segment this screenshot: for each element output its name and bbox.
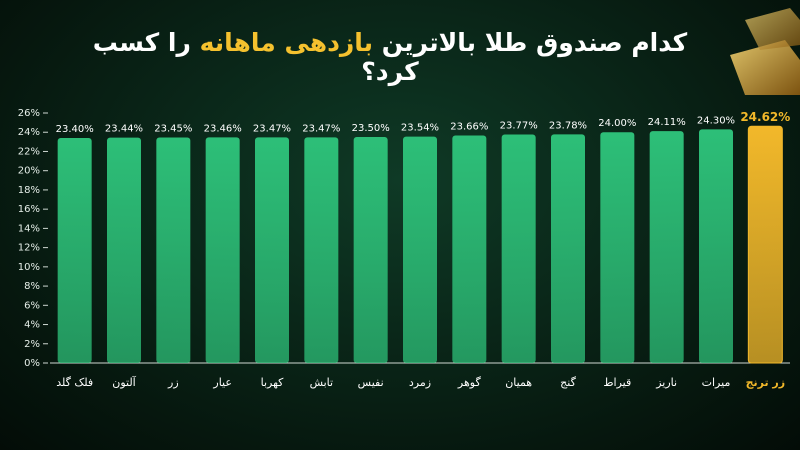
bar [353, 137, 388, 363]
bar [57, 138, 92, 363]
x-tick-label: زر ترنج [746, 376, 786, 389]
value-label: 23.47% [302, 123, 340, 134]
title-part: را کسب کرد؟ [92, 28, 419, 86]
chart-title: کدام صندوق طلا بالاترین بازدهی ماهانه را… [60, 28, 720, 86]
x-tick-label: آلتون [112, 375, 136, 389]
y-tick-label: 12% [18, 243, 40, 254]
x-tick-label: نفیس [358, 376, 384, 389]
x-tick-label: میرات [702, 376, 731, 389]
y-tick-label: 8% [24, 281, 40, 292]
x-tick-label: عیار [212, 376, 232, 389]
x-tick-label: تابش [310, 376, 334, 389]
x-tick-label: گوهر [457, 376, 482, 389]
bar [452, 135, 487, 363]
x-tick-label: زر [167, 376, 179, 389]
x-tick-label: گنج [560, 376, 576, 389]
value-label: 23.77% [500, 120, 538, 131]
y-tick-label: 6% [24, 300, 40, 311]
value-label: 23.44% [105, 124, 143, 135]
bar [600, 132, 635, 363]
y-tick-label: 20% [18, 166, 40, 177]
bar [107, 137, 141, 363]
title-part: کدام صندوق طلا بالاترین [381, 28, 688, 57]
y-tick-label: 10% [18, 262, 40, 273]
x-tick-label: زمرد [409, 376, 431, 389]
y-tick-label: 2% [24, 339, 40, 350]
y-tick-label: 24% [18, 127, 40, 138]
value-label: 23.45% [154, 124, 192, 135]
bar [501, 134, 536, 363]
bar [699, 129, 733, 363]
x-tick-label: قیراط [603, 376, 631, 389]
value-label: 23.66% [450, 122, 488, 133]
bar [156, 137, 191, 363]
bar [304, 137, 339, 363]
value-label: 24.62% [740, 110, 790, 124]
y-tick-label: 0% [24, 358, 40, 369]
x-tick-label: همیان [505, 376, 532, 389]
value-label: 23.46% [204, 123, 242, 134]
value-label: 24.00% [598, 118, 636, 129]
x-tick-label: فلک گلد [56, 376, 93, 389]
value-label: 24.30% [697, 115, 735, 126]
value-label: 23.78% [549, 120, 587, 131]
y-tick-label: 18% [18, 185, 40, 196]
y-tick-label: 14% [18, 223, 40, 234]
gold-bars-decoration [730, 8, 800, 95]
bar [747, 125, 783, 364]
bar [403, 136, 437, 363]
x-tick-label: ناریز [655, 376, 677, 389]
value-label: 23.54% [401, 123, 439, 134]
title-part: بازدهی ماهانه [199, 28, 374, 57]
bar [551, 134, 585, 363]
bar [255, 137, 289, 363]
bar [205, 137, 240, 363]
x-tick-label: کهربا [261, 376, 285, 389]
value-label: 23.50% [352, 123, 390, 134]
y-tick-label: 16% [18, 204, 40, 215]
y-tick-label: 4% [24, 320, 40, 331]
value-label: 23.47% [253, 123, 291, 134]
y-tick-label: 26% [18, 108, 40, 119]
y-tick-label: 22% [18, 146, 40, 157]
bar [649, 131, 684, 363]
value-label: 23.40% [56, 124, 94, 135]
value-label: 24.11% [648, 117, 686, 128]
